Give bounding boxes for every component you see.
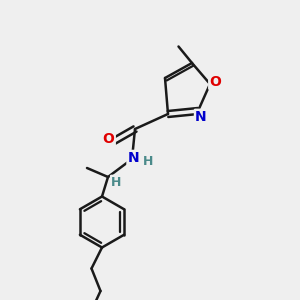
Text: N: N xyxy=(128,151,139,165)
Text: O: O xyxy=(209,75,221,88)
Text: N: N xyxy=(195,110,207,124)
Text: O: O xyxy=(103,132,115,145)
Text: H: H xyxy=(111,176,122,189)
Text: H: H xyxy=(142,155,153,168)
